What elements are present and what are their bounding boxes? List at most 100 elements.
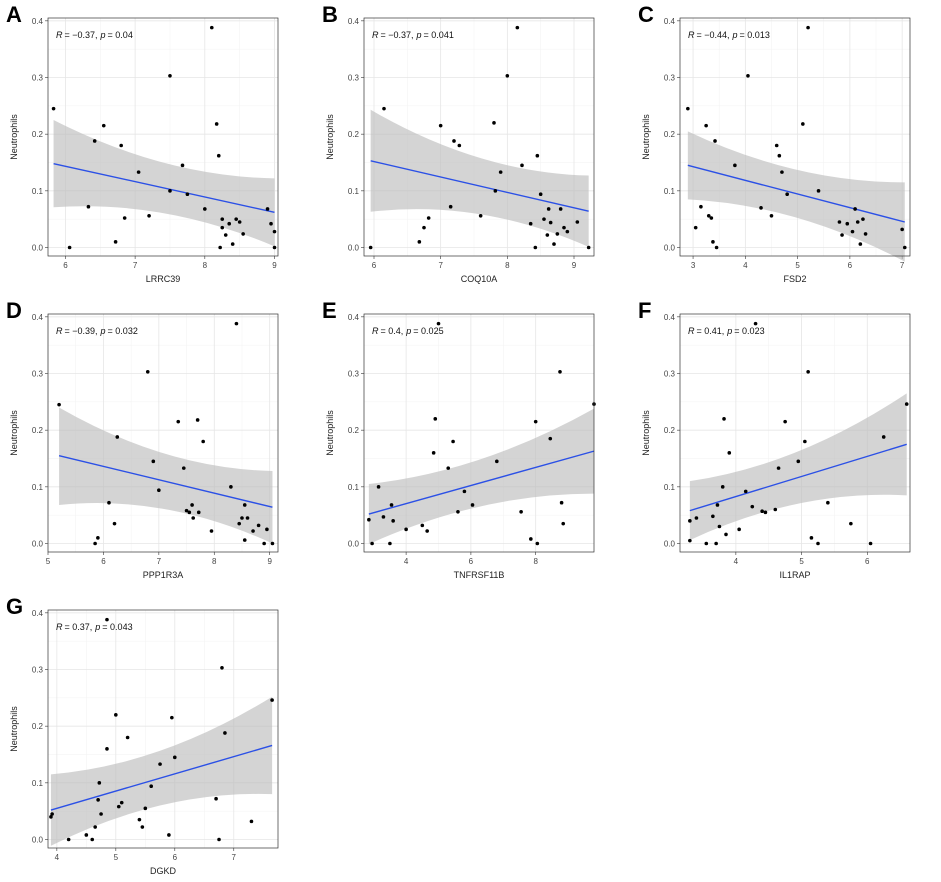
data-point (90, 837, 95, 842)
x-tick-label: 6 (848, 261, 853, 270)
data-point (167, 833, 171, 837)
data-point (114, 713, 118, 717)
y-tick-label: 0.4 (32, 313, 44, 322)
scatter-plot: G 0.0 0.1 0.2 0.3 0.4 4 5 6 7 R = 0.37, p = 0.043 DGKD… (6, 594, 279, 876)
data-point (137, 817, 142, 822)
data-point (562, 225, 566, 230)
data-point (145, 370, 150, 374)
y-tick-label: 0.3 (32, 370, 44, 379)
data-point (722, 417, 726, 421)
plot-border (47, 609, 279, 849)
data-point (904, 402, 909, 406)
panel-label: C (638, 2, 654, 27)
data-point (190, 503, 194, 507)
y-tick-label: 0.0 (348, 244, 360, 253)
y-tick-label: 0.4 (664, 17, 676, 26)
p-value: = 0.041 (424, 30, 454, 40)
y-axis-title: Neutrophils (641, 114, 651, 160)
data-point (119, 143, 123, 148)
data-point (773, 507, 778, 512)
data-point (240, 516, 244, 520)
data-point (214, 796, 218, 801)
data-point (900, 227, 904, 232)
r-value: = −0.39, (65, 326, 98, 336)
data-point (774, 143, 779, 148)
data-point (446, 466, 451, 470)
x-tick-label: 4 (404, 557, 409, 566)
data-point (382, 106, 386, 111)
data-point (493, 189, 498, 193)
r-label: R (56, 622, 63, 632)
data-point (546, 207, 551, 211)
p-label: p (726, 326, 732, 336)
data-point (704, 123, 708, 128)
data-point (803, 439, 807, 444)
data-point (223, 233, 228, 237)
data-point (704, 541, 709, 546)
data-point (417, 240, 422, 244)
y-tick-label: 0.3 (348, 370, 360, 379)
data-point (272, 229, 277, 234)
p-value: = 0.043 (102, 622, 132, 632)
p-label: p (416, 30, 422, 40)
x-tick-label: 5 (46, 557, 51, 566)
data-point (548, 220, 553, 225)
plot-border (363, 17, 595, 257)
data-point (216, 153, 221, 158)
data-point (184, 508, 189, 513)
x-tick-label: 8 (212, 557, 217, 566)
data-point (367, 517, 371, 522)
data-point (93, 825, 97, 829)
data-point (214, 122, 219, 126)
data-point (538, 192, 543, 197)
x-tick-label: 5 (795, 261, 800, 270)
data-point (727, 451, 732, 455)
confidence-band (368, 408, 594, 545)
data-point (270, 541, 275, 546)
data-point (391, 519, 395, 523)
data-point (86, 204, 91, 209)
data-point (223, 731, 227, 735)
regression-line (53, 162, 275, 214)
correlation-annotation: R = 0.37, p = 0.043 (56, 622, 133, 632)
data-point (785, 192, 789, 197)
x-axis-title: TNFRSF11B (454, 570, 505, 580)
data-point (575, 220, 580, 224)
data-point (195, 418, 200, 422)
data-point (425, 529, 429, 533)
regression-line (687, 164, 905, 223)
confidence-band (59, 407, 273, 544)
data-point (237, 521, 242, 526)
p-label: p (405, 326, 411, 336)
data-point (237, 220, 242, 224)
data-point (136, 170, 141, 174)
x-tick-label: 8 (533, 557, 538, 566)
correlation-annotation: R = −0.44, p = 0.013 (688, 30, 770, 40)
panel-F: F 0.0 0.1 0.2 0.3 0.4 4 5 6 R = 0.41, p = 0.023 IL1RA… (632, 296, 932, 586)
data-point (868, 541, 873, 546)
data-point (196, 510, 201, 515)
data-point (801, 122, 805, 126)
plot-border (47, 313, 279, 553)
data-point (368, 245, 373, 250)
data-point (715, 503, 720, 507)
data-point (694, 516, 699, 520)
panel-D: D 0.0 0.1 0.2 0.3 0.4 5 6 7 8 9 R = −0.39, p = 0.032 PP… (0, 296, 300, 586)
r-value: = −0.37, (65, 30, 98, 40)
y-tick-label: 0.1 (32, 187, 44, 196)
scatter-plot: E 0.0 0.1 0.2 0.3 0.4 4 6 8 R = 0.4, p = 0.025 TNFRSF… (322, 298, 596, 580)
data-point (586, 245, 591, 250)
x-tick-label: 6 (173, 853, 178, 862)
data-point (265, 527, 269, 532)
panel-E: E 0.0 0.1 0.2 0.3 0.4 4 6 8 R = 0.4, p = 0.025 TNFRSF… (316, 296, 616, 586)
x-tick-label: 7 (157, 557, 162, 566)
y-tick-label: 0.4 (348, 313, 360, 322)
panel-C: C 0.0 0.1 0.2 0.3 0.4 3 4 5 6 7 R = −0.44, p = 0.013 FS… (632, 0, 932, 290)
data-point (84, 833, 89, 837)
data-point (720, 485, 725, 489)
data-point (714, 245, 719, 250)
y-axis-title: Neutrophils (9, 114, 19, 160)
data-point (535, 153, 540, 158)
data-point (389, 503, 394, 507)
data-point (157, 488, 161, 493)
